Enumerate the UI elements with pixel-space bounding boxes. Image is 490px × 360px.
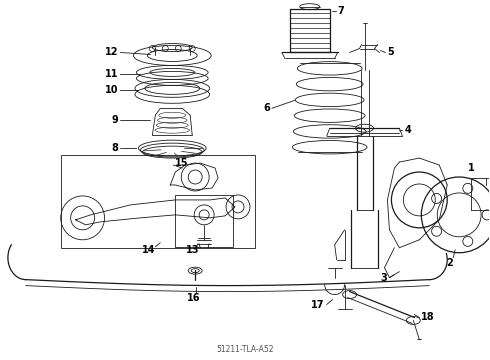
Text: 51211-TLA-A52: 51211-TLA-A52	[216, 345, 274, 354]
Text: 18: 18	[421, 312, 435, 323]
Bar	[61, 155, 255, 248]
Bar	[175, 195, 233, 247]
Ellipse shape	[188, 267, 202, 274]
Text: 2: 2	[446, 258, 453, 268]
Text: 10: 10	[105, 85, 119, 95]
Text: 7: 7	[338, 6, 344, 15]
Text: 15: 15	[175, 158, 189, 168]
Text: 1: 1	[468, 163, 474, 173]
Text: 3: 3	[381, 273, 388, 283]
Bar	[471, 178, 490, 210]
Text: 17: 17	[311, 300, 325, 310]
Text: 11: 11	[105, 69, 119, 80]
Text: 9: 9	[112, 115, 119, 125]
Text: 4: 4	[404, 125, 411, 135]
Text: 12: 12	[105, 48, 119, 58]
Text: 16: 16	[187, 293, 200, 302]
Text: 6: 6	[263, 103, 270, 113]
Text: 13: 13	[185, 245, 199, 255]
Text: 5: 5	[388, 48, 394, 58]
Text: 8: 8	[112, 143, 119, 153]
Text: 14: 14	[142, 245, 155, 255]
